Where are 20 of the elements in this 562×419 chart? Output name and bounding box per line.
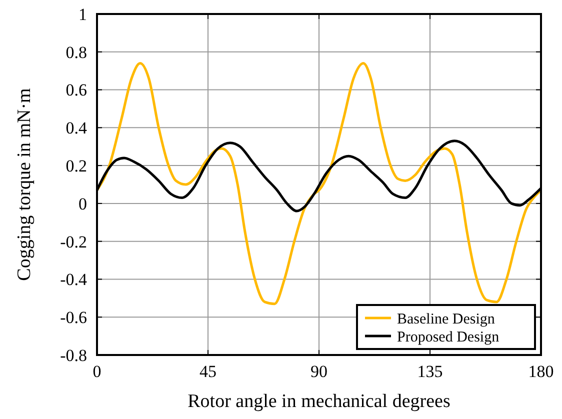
legend-label: Proposed Design — [397, 329, 500, 346]
y-tick-label: 0 — [78, 194, 87, 214]
y-tick-label: -0.4 — [60, 270, 88, 290]
x-tick-label: 45 — [200, 362, 216, 381]
x-tick-label: 0 — [92, 362, 102, 381]
y-tick-label: 1 — [78, 4, 87, 24]
y-tick-label: 0.6 — [66, 80, 87, 100]
x-tick-label: 90 — [310, 362, 328, 381]
line-series — [96, 62, 542, 306]
y-tick-label: -0.2 — [60, 232, 87, 252]
x-axis-title: Rotor angle in mechanical degrees — [188, 391, 450, 412]
legend-label: Baseline Design — [397, 311, 496, 328]
y-tick-label: 0.2 — [66, 156, 87, 176]
y-tick-label: 0.8 — [66, 42, 87, 62]
y-tick-label: -0.8 — [60, 346, 87, 365]
y-tick-label: 0.4 — [66, 118, 88, 138]
x-tick-label: 135 — [417, 362, 443, 381]
y-axis-title: Cogging torque in mN·m — [14, 88, 35, 281]
y-tick-label: -0.6 — [60, 308, 87, 328]
x-tick-label: 180 — [528, 362, 554, 381]
